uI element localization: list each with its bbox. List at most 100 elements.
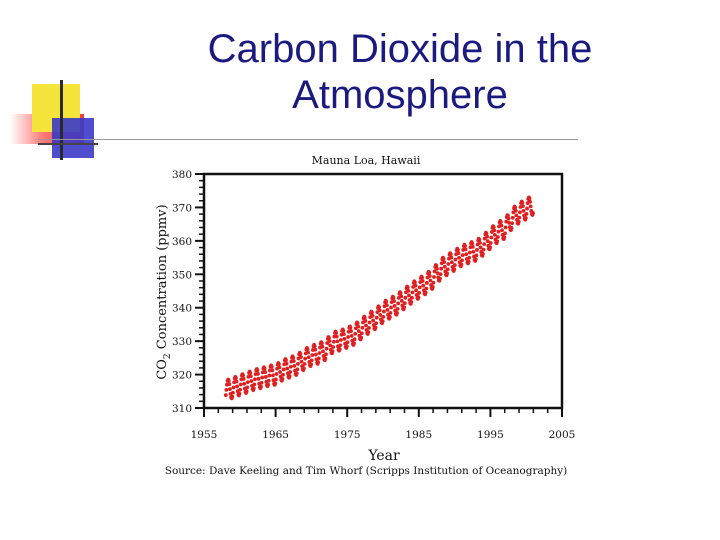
- data-point: [288, 370, 293, 374]
- data-point: [474, 253, 479, 258]
- data-point: [223, 393, 228, 398]
- data-point: [428, 278, 433, 283]
- data-point: [302, 366, 306, 371]
- data-point: [360, 325, 365, 330]
- data-point: [263, 370, 268, 374]
- data-point: [256, 376, 261, 381]
- data-point: [413, 283, 418, 288]
- data-point: [467, 255, 472, 260]
- data-point: [228, 387, 232, 392]
- data-point: [285, 366, 290, 371]
- data-point: [281, 372, 285, 377]
- data-point: [353, 331, 358, 336]
- data-point: [237, 391, 242, 396]
- data-point: [442, 260, 447, 265]
- data-point: [346, 335, 350, 339]
- data-point: [504, 219, 509, 224]
- data-point: [452, 267, 457, 272]
- data-point: [445, 271, 450, 276]
- data-point: [299, 355, 303, 359]
- data-point: [417, 285, 422, 290]
- data-point: [477, 237, 482, 242]
- data-point: [389, 305, 393, 310]
- x-tick-label: 1975: [334, 429, 361, 441]
- slide-title-line1: Carbon Dioxide in the: [207, 27, 593, 71]
- data-point: [403, 295, 408, 300]
- data-point: [513, 208, 518, 213]
- data-point: [323, 356, 328, 361]
- data-point: [478, 245, 483, 250]
- data-point: [227, 382, 232, 387]
- data-point: [331, 339, 336, 344]
- data-point: [245, 385, 250, 390]
- data-point: [321, 349, 325, 354]
- data-point: [518, 210, 522, 215]
- data-point: [234, 376, 238, 381]
- data-point: [484, 231, 489, 236]
- chart-source: Source: Dave Keeling and Tim Whorf (Scri…: [165, 465, 568, 477]
- data-point: [453, 257, 458, 262]
- data-point: [306, 355, 311, 360]
- data-point: [316, 360, 321, 365]
- data-point: [417, 290, 421, 295]
- data-point: [424, 281, 429, 285]
- data-point: [287, 374, 292, 378]
- data-point: [294, 371, 299, 376]
- data-point: [359, 335, 364, 340]
- data-point: [405, 285, 410, 290]
- data-point: [434, 263, 439, 268]
- data-point: [370, 314, 375, 318]
- data-point: [377, 305, 382, 310]
- data-point: [248, 374, 253, 379]
- data-point: [466, 259, 471, 264]
- x-tick-label: 2005: [549, 429, 576, 441]
- data-point: [396, 301, 401, 306]
- data-point: [359, 331, 364, 336]
- data-point: [392, 304, 397, 308]
- data-point: [299, 359, 304, 364]
- y-tick-label: 320: [172, 370, 192, 382]
- data-point: [471, 249, 476, 254]
- data-point: [352, 337, 357, 342]
- data-point: [312, 344, 317, 349]
- data-point: [459, 262, 464, 267]
- data-point: [356, 324, 361, 329]
- data-point: [432, 269, 437, 274]
- data-point: [242, 381, 247, 386]
- data-point: [317, 351, 322, 355]
- data-point: [349, 334, 354, 338]
- data-point: [277, 365, 282, 370]
- data-point: [495, 239, 500, 244]
- data-point: [364, 323, 368, 328]
- data-point: [478, 240, 482, 245]
- data-point: [521, 204, 525, 209]
- data-point: [503, 225, 508, 230]
- data-point: [395, 311, 399, 315]
- data-point: [527, 196, 532, 201]
- data-point: [262, 366, 267, 371]
- data-point: [430, 285, 435, 289]
- data-point: [513, 205, 518, 210]
- slide-title-line2: Atmosphere: [292, 73, 508, 117]
- data-point: [338, 343, 343, 348]
- data-point: [431, 280, 436, 285]
- data-point: [337, 347, 342, 352]
- data-point: [492, 228, 497, 233]
- data-point: [248, 370, 253, 375]
- data-point: [452, 263, 457, 267]
- data-point: [342, 337, 347, 341]
- data-point: [309, 362, 313, 367]
- axis-ticks: 310 320 330 340 350 360 370 380 1955 1965 1975 1985…: [172, 169, 575, 441]
- data-point: [328, 343, 333, 348]
- data-point: [464, 252, 469, 257]
- data-point: [324, 346, 329, 351]
- data-point: [514, 213, 519, 218]
- data-point: [342, 332, 346, 337]
- data-point: [414, 288, 419, 293]
- data-point: [482, 242, 487, 247]
- data-point: [302, 362, 307, 366]
- y-axis-label-post: Concentration (ppmv): [155, 204, 170, 353]
- data-point: [398, 291, 403, 295]
- data-point: [251, 386, 256, 391]
- data-point: [385, 308, 390, 312]
